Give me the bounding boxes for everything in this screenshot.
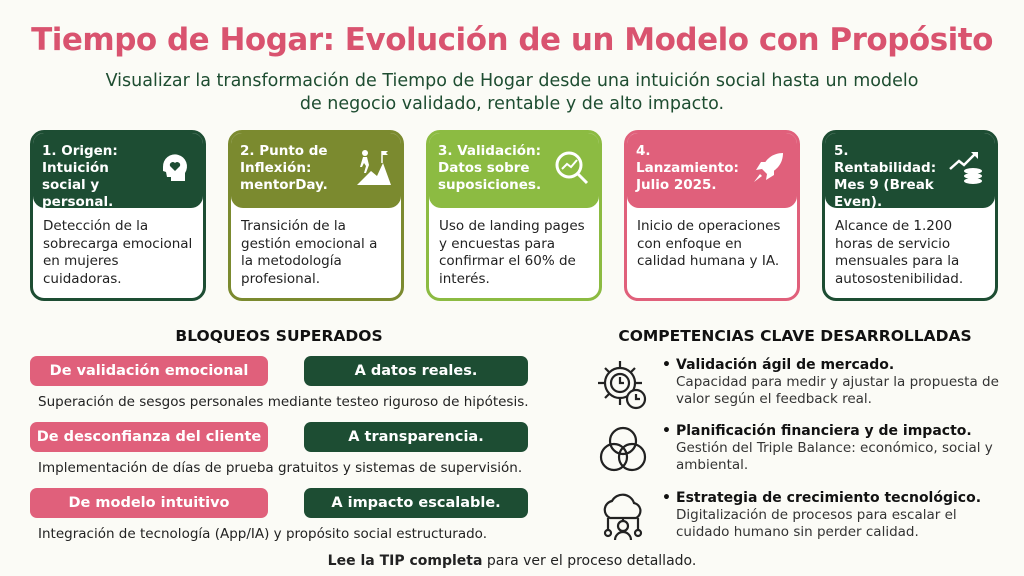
head-heart-icon <box>155 147 195 187</box>
stage-header: 2. Punto de Inflexión: mentorDay. <box>231 133 401 208</box>
stage-title: 2. Punto de Inflexión: mentorDay. <box>240 143 328 193</box>
page-subtitle: Visualizar la transformación de Tiempo d… <box>105 71 919 114</box>
stage-body: Uso de landing pages y encuestas para co… <box>439 218 585 287</box>
block-desc: Implementación de días de prueba gratuit… <box>38 460 523 476</box>
competency-title: Planificación financiera y de impacto. <box>660 423 1000 440</box>
competency-item: Estrategia de crecimiento tecnológico.Di… <box>660 490 1000 541</box>
stage-card: 5. Rentabilidad: Mes 9 (Break Even). Alca… <box>822 130 998 301</box>
block-to: A transparencia. <box>304 422 528 452</box>
stage-card: 2. Punto de Inflexión: mentorDay. Transic… <box>228 130 404 301</box>
stage-title: 3. Validación: Datos sobre suposiciones. <box>438 143 542 193</box>
stage-card: 4. Lanzamiento: Julio 2025. Inicio de ope… <box>624 130 800 301</box>
competency-item: Planificación financiera y de impacto.Ge… <box>660 423 1000 474</box>
venn-circles-icon <box>596 423 650 477</box>
block-from: De validación emocional <box>30 356 268 386</box>
footer-link[interactable]: Lee la TIP completa <box>327 553 483 569</box>
hiker-mountain-icon <box>353 147 393 187</box>
block-from: De modelo intuitivo <box>30 488 268 518</box>
block-from: De desconfianza del cliente <box>30 422 268 452</box>
stage-title: 5. Rentabilidad: Mes 9 (Break Even). <box>834 143 937 210</box>
stage-header: 1. Origen: Intuición social y personal. <box>33 133 203 210</box>
cloud-network-icon <box>596 490 650 544</box>
stage-body: Transición de la gestión emocional a la … <box>241 218 378 287</box>
block-to: A impacto escalable. <box>304 488 528 518</box>
competency-desc: Digitalización de procesos para escalar … <box>676 507 957 540</box>
competencies-title: COMPETENCIAS CLAVE DESARROLLADAS <box>618 327 972 345</box>
stage-title: 1. Origen: Intuición social y personal. <box>42 143 118 210</box>
competency-title: Validación ágil de mercado. <box>660 357 1000 374</box>
stage-header: 3. Validación: Datos sobre suposiciones. <box>429 133 599 208</box>
coins-growth-icon <box>947 147 987 187</box>
stage-body: Alcance de 1.200 horas de servicio mensu… <box>835 218 964 287</box>
competency-desc: Gestión del Triple Balance: económico, s… <box>676 440 993 473</box>
stage-card: 1. Origen: Intuición social y personal. D… <box>30 130 206 301</box>
footer-text: para ver el proceso detallado. <box>482 553 697 569</box>
page-title: Tiempo de Hogar: Evolución de un Modelo … <box>31 22 993 58</box>
gear-clock-icon <box>596 357 650 411</box>
magnifier-chart-icon <box>551 147 591 187</box>
stage-body: Inicio de operaciones con enfoque en cal… <box>637 218 781 269</box>
footer: Lee la TIP completa para ver el proceso … <box>0 553 1024 569</box>
block-to: A datos reales. <box>304 356 528 386</box>
stage-title: 4. Lanzamiento: Julio 2025. <box>636 143 739 193</box>
competency-desc: Capacidad para medir y ajustar la propue… <box>676 374 999 407</box>
block-desc: Integración de tecnología (App/IA) y pro… <box>38 526 487 542</box>
stage-header: 5. Rentabilidad: Mes 9 (Break Even). <box>825 133 995 210</box>
stage-header: 4. Lanzamiento: Julio 2025. <box>627 133 797 208</box>
stage-body: Detección de la sobrecarga emocional en … <box>43 218 193 287</box>
block-desc: Superación de sesgos personales mediante… <box>38 394 529 410</box>
competency-item: Validación ágil de mercado.Capacidad par… <box>660 357 1000 408</box>
stage-card: 3. Validación: Datos sobre suposiciones.… <box>426 130 602 301</box>
competency-title: Estrategia de crecimiento tecnológico. <box>660 490 1000 507</box>
rocket-icon <box>749 147 789 187</box>
blocks-title: BLOQUEOS SUPERADOS <box>175 327 383 345</box>
